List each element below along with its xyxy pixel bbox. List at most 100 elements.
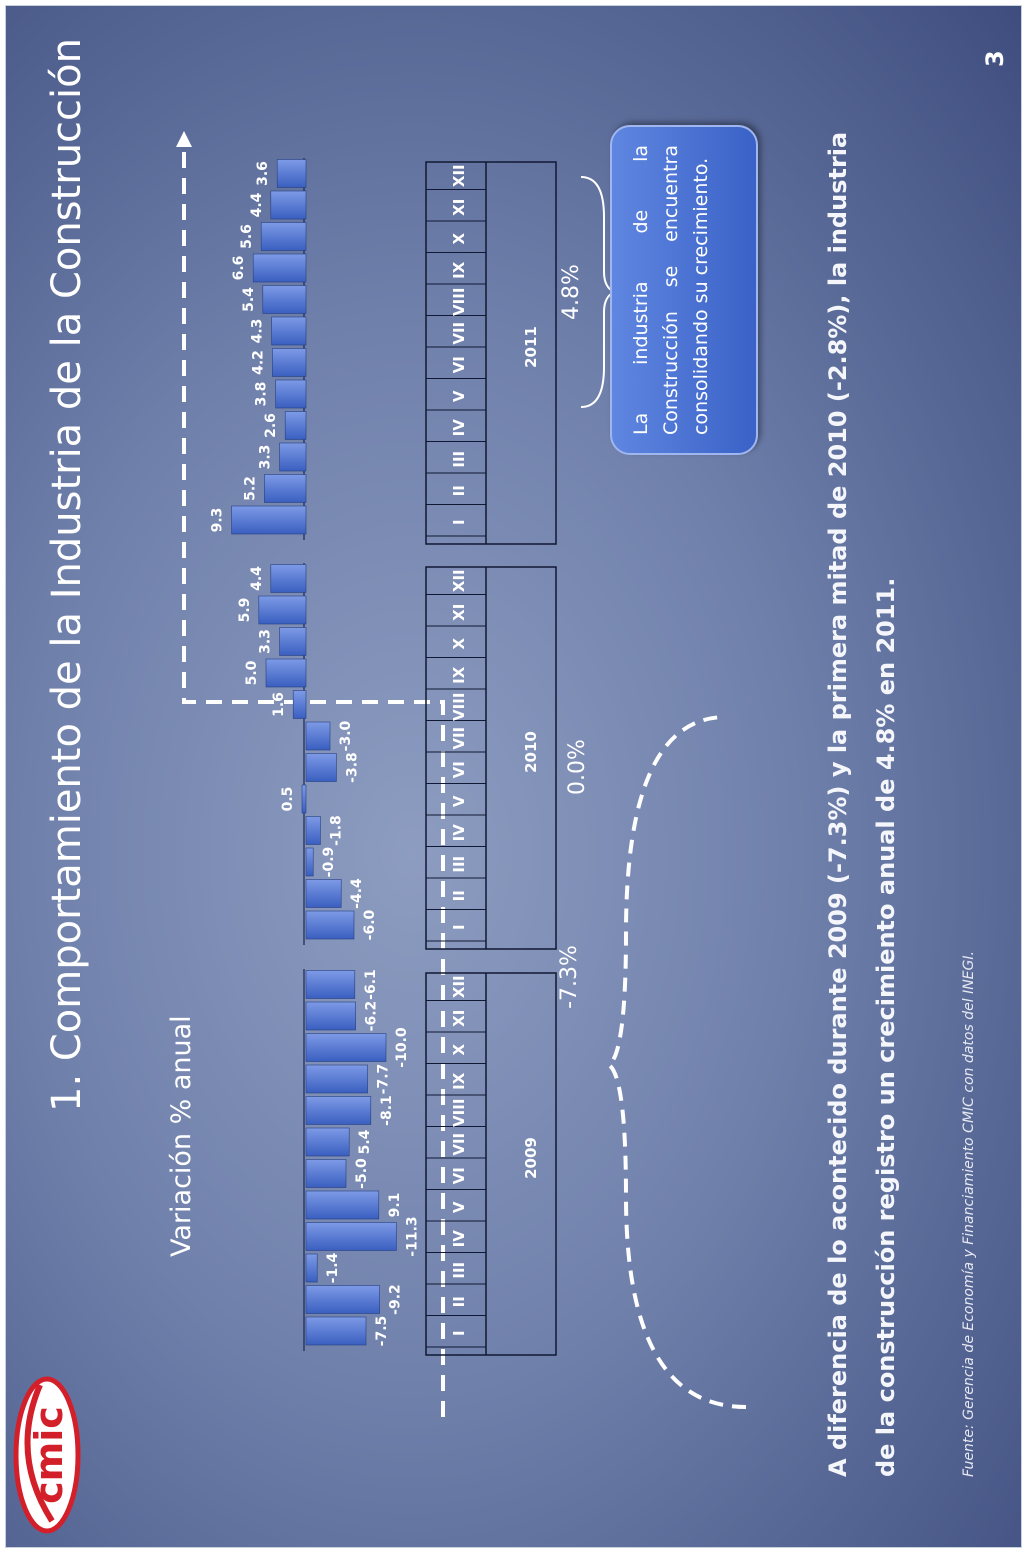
data-label-2010-X: 3.3 — [258, 629, 274, 654]
bar-2010-X — [279, 627, 307, 656]
month-label-2011-IV: IV — [450, 419, 468, 437]
month-label-2009-X: X — [450, 1044, 468, 1056]
month-label-2009-VIII: VIII — [450, 1099, 468, 1127]
data-label-2009-I: -7.5 — [374, 1316, 390, 1347]
source-note: Fuente: Gerencia de Economía y Financiam… — [961, 951, 977, 1477]
month-label-2010-XI: XI — [450, 604, 468, 621]
bar-2009-VIII — [305, 1096, 372, 1125]
data-label-2011-IX: 6.6 — [231, 256, 247, 281]
bar-2011-X — [260, 222, 307, 251]
year-label-2009: 2009 — [522, 1137, 540, 1179]
data-label-2009-X: -10.0 — [394, 1027, 410, 1068]
month-label-2010-V: V — [450, 795, 468, 807]
bar-2009-IV — [305, 1222, 397, 1251]
bar-2011-II — [264, 474, 307, 503]
month-label-2011-V: V — [450, 390, 468, 402]
bar-2010-V — [301, 784, 307, 814]
rotated-slide: cmic 1. Comportamiento de la Industria d… — [6, 6, 1021, 1547]
month-label-2009-II: II — [450, 1296, 468, 1307]
data-label-2011-II: 5.2 — [242, 476, 258, 501]
brace-2009-2010 — [605, 715, 747, 1409]
data-label-2011-VII: 4.3 — [250, 319, 266, 344]
bar-2010-XI — [258, 595, 307, 625]
data-label-2010-IV: -1.8 — [328, 815, 344, 846]
data-label-2010-XI: 5.9 — [237, 598, 253, 623]
body-text-line-2: de la construcción registro un crecimien… — [872, 577, 900, 1477]
month-label-2011-VIII: VIII — [450, 288, 468, 316]
month-label-2011-XI: XI — [450, 199, 468, 216]
bar-2011-VI — [272, 348, 307, 377]
bar-2011-V — [275, 379, 307, 409]
annual-label-2009: -7.3% — [557, 945, 582, 1009]
bar-2010-XII — [270, 564, 307, 593]
data-label-2010-II: -4.4 — [349, 878, 365, 909]
data-label-2011-I: 9.3 — [210, 508, 226, 533]
axis-table-2009 — [425, 972, 557, 1356]
bar-2011-XII — [276, 159, 307, 188]
data-label-2010-I: -6.0 — [362, 909, 378, 940]
year-label-2010: 2010 — [522, 731, 540, 773]
data-label-2011-III: 3.3 — [258, 445, 274, 470]
bar-2009-II — [305, 1285, 380, 1314]
month-label-2009-VII: VII — [450, 1133, 468, 1156]
month-label-2009-XII: XII — [450, 975, 468, 998]
data-label-2009-VII: 5.4 — [357, 1129, 373, 1154]
bar-chart: -7.3%0.0%4.8%IIIIIIIVVVIVIIVIIIIXXXIXII2… — [176, 131, 747, 1417]
trend-arrow-line — [182, 139, 445, 1417]
bar-2011-XI — [270, 190, 307, 220]
bar-2009-III — [305, 1253, 318, 1283]
slide-frame: cmic 1. Comportamiento de la Industria d… — [6, 6, 1021, 1547]
bar-2011-VIII — [262, 285, 307, 314]
month-label-2010-VI: VI — [450, 761, 468, 778]
cmic-logo: cmic — [13, 1376, 81, 1534]
bar-2009-XI — [305, 1001, 356, 1031]
month-label-2011-I: I — [450, 519, 468, 525]
data-label-2011-XI: 4.4 — [249, 192, 265, 217]
axis-table-2010 — [425, 566, 557, 950]
bar-2011-IV — [284, 411, 307, 440]
month-label-2011-XII: XII — [450, 164, 468, 187]
bar-2009-XII — [305, 970, 356, 999]
month-label-2009-IV: IV — [450, 1230, 468, 1248]
data-label-2009-IX: -7.7 — [376, 1064, 392, 1095]
bar-2010-IX — [265, 658, 307, 688]
trend-arrow-head — [176, 131, 192, 147]
month-label-2010-VII: VII — [450, 727, 468, 750]
bar-2009-I — [305, 1316, 367, 1346]
bar-2009-VII — [305, 1127, 350, 1157]
month-label-2010-XII: XII — [450, 569, 468, 592]
month-label-2011-X: X — [450, 233, 468, 245]
month-label-2011-VI: VI — [450, 356, 468, 373]
data-label-2011-VI: 4.2 — [250, 350, 266, 375]
callout-box: La industria de la Construcción se encue… — [610, 125, 758, 455]
bar-2010-VII — [305, 721, 331, 751]
bar-2010-III — [305, 847, 314, 877]
data-label-2011-VIII: 5.4 — [241, 287, 257, 312]
month-label-2010-X: X — [450, 638, 468, 650]
month-label-2009-IX: IX — [450, 1072, 468, 1090]
data-label-2010-V: 0.5 — [280, 787, 296, 812]
bar-2009-IX — [305, 1064, 368, 1094]
bar-2009-V — [305, 1190, 380, 1220]
month-label-2011-VII: VII — [450, 322, 468, 345]
bar-2010-VIII — [292, 690, 307, 719]
month-label-2011-III: III — [450, 451, 468, 468]
data-label-2010-IX: 5.0 — [244, 660, 260, 685]
data-label-2010-XII: 4.4 — [249, 566, 265, 591]
bar-2011-IX — [252, 253, 307, 283]
data-label-2011-X: 5.6 — [239, 224, 255, 249]
data-label-2010-VI: -3.8 — [344, 752, 360, 783]
month-label-2010-IX: IX — [450, 666, 468, 684]
data-label-2009-XII: -6.1 — [363, 969, 379, 1000]
data-label-2009-VI: -5.0 — [354, 1158, 370, 1189]
data-label-2010-VII: -3.0 — [338, 720, 354, 751]
logo-text: cmic — [27, 1406, 71, 1504]
month-label-2011-II: II — [450, 485, 468, 496]
data-label-2011-V: 3.8 — [254, 382, 270, 407]
year-label-2011: 2011 — [522, 326, 540, 368]
data-label-2009-III: -1.4 — [325, 1252, 341, 1283]
month-label-2009-I: I — [450, 1330, 468, 1336]
data-label-2011-IV: 2.6 — [263, 413, 279, 438]
month-label-2009-III: III — [450, 1262, 468, 1279]
axis-table-2011 — [425, 161, 557, 545]
